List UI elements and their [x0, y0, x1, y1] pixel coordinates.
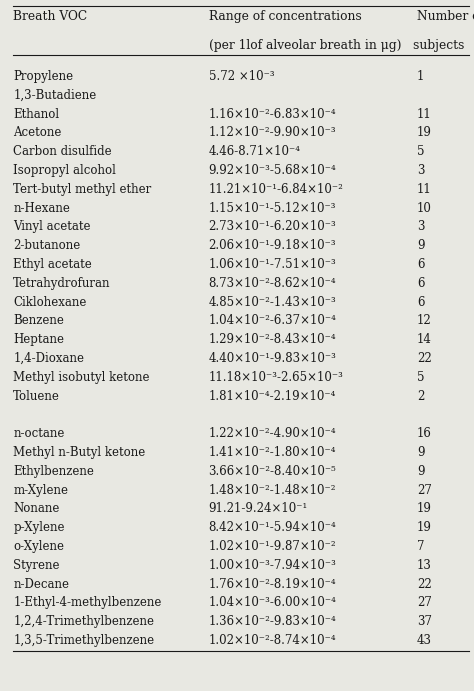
Text: 6: 6 [417, 277, 425, 290]
Text: Range of concentrations: Range of concentrations [209, 10, 361, 23]
Text: 11.21×10⁻¹-6.84×10⁻²: 11.21×10⁻¹-6.84×10⁻² [209, 183, 344, 196]
Text: 14: 14 [417, 333, 432, 346]
Text: n-Hexane: n-Hexane [13, 202, 70, 215]
Text: Heptane: Heptane [13, 333, 64, 346]
Text: Nonane: Nonane [13, 502, 60, 515]
Text: 16: 16 [417, 427, 432, 440]
Text: 1.04×10⁻²-6.37×10⁻⁴: 1.04×10⁻²-6.37×10⁻⁴ [209, 314, 337, 328]
Text: 1: 1 [417, 70, 425, 83]
Text: 1.29×10⁻²-8.43×10⁻⁴: 1.29×10⁻²-8.43×10⁻⁴ [209, 333, 336, 346]
Text: 1,3,5-Trimethylbenzene: 1,3,5-Trimethylbenzene [13, 634, 155, 647]
Text: 1,3-Butadiene: 1,3-Butadiene [13, 89, 97, 102]
Text: 7: 7 [417, 540, 425, 553]
Text: 13: 13 [417, 559, 432, 571]
Text: 6: 6 [417, 258, 425, 271]
Text: Carbon disulfide: Carbon disulfide [13, 145, 112, 158]
Text: 43: 43 [417, 634, 432, 647]
Text: 11.18×10⁻³-2.65×10⁻³: 11.18×10⁻³-2.65×10⁻³ [209, 371, 344, 384]
Text: 1.12×10⁻²-9.90×10⁻³: 1.12×10⁻²-9.90×10⁻³ [209, 126, 336, 140]
Text: Propylene: Propylene [13, 70, 73, 83]
Text: m-Xylene: m-Xylene [13, 484, 68, 497]
Text: 5: 5 [417, 145, 425, 158]
Text: 4.46-8.71×10⁻⁴: 4.46-8.71×10⁻⁴ [209, 145, 301, 158]
Text: 4.85×10⁻²-1.43×10⁻³: 4.85×10⁻²-1.43×10⁻³ [209, 296, 337, 309]
Text: Methyl isobutyl ketone: Methyl isobutyl ketone [13, 371, 150, 384]
Text: 2: 2 [417, 390, 425, 403]
Text: 1,2,4-Trimethylbenzene: 1,2,4-Trimethylbenzene [13, 615, 154, 628]
Text: 3: 3 [417, 220, 425, 234]
Text: o-Xylene: o-Xylene [13, 540, 64, 553]
Text: 1.81×10⁻⁴-2.19×10⁻⁴: 1.81×10⁻⁴-2.19×10⁻⁴ [209, 390, 336, 403]
Text: 19: 19 [417, 126, 432, 140]
Text: 5: 5 [417, 371, 425, 384]
Text: n-octane: n-octane [13, 427, 64, 440]
Text: 37: 37 [417, 615, 432, 628]
Text: 9.92×10⁻³-5.68×10⁻⁴: 9.92×10⁻³-5.68×10⁻⁴ [209, 164, 337, 177]
Text: 1.02×10⁻¹-9.87×10⁻²: 1.02×10⁻¹-9.87×10⁻² [209, 540, 336, 553]
Text: 1-Ethyl-4-methylbenzene: 1-Ethyl-4-methylbenzene [13, 596, 162, 609]
Text: 27: 27 [417, 484, 432, 497]
Text: Toluene: Toluene [13, 390, 60, 403]
Text: 1.15×10⁻¹-5.12×10⁻³: 1.15×10⁻¹-5.12×10⁻³ [209, 202, 336, 215]
Text: Styrene: Styrene [13, 559, 60, 571]
Text: Isopropyl alcohol: Isopropyl alcohol [13, 164, 116, 177]
Text: 3: 3 [417, 164, 425, 177]
Text: 91.21-9.24×10⁻¹: 91.21-9.24×10⁻¹ [209, 502, 308, 515]
Text: Breath VOC: Breath VOC [13, 10, 87, 23]
Text: 9: 9 [417, 239, 425, 252]
Text: 27: 27 [417, 596, 432, 609]
Text: Benzene: Benzene [13, 314, 64, 328]
Text: Ethyl acetate: Ethyl acetate [13, 258, 92, 271]
Text: 4.40×10⁻¹-9.83×10⁻³: 4.40×10⁻¹-9.83×10⁻³ [209, 352, 337, 365]
Text: 10: 10 [417, 202, 432, 215]
Text: Methyl n-Butyl ketone: Methyl n-Butyl ketone [13, 446, 146, 459]
Text: 2.06×10⁻¹-9.18×10⁻³: 2.06×10⁻¹-9.18×10⁻³ [209, 239, 336, 252]
Text: 22: 22 [417, 352, 432, 365]
Text: Number of: Number of [417, 10, 474, 23]
Text: Acetone: Acetone [13, 126, 62, 140]
Text: p-Xylene: p-Xylene [13, 521, 65, 534]
Text: 1.02×10⁻²-8.74×10⁻⁴: 1.02×10⁻²-8.74×10⁻⁴ [209, 634, 336, 647]
Text: Ethylbenzene: Ethylbenzene [13, 465, 94, 477]
Text: 3.66×10⁻²-8.40×10⁻⁵: 3.66×10⁻²-8.40×10⁻⁵ [209, 465, 337, 477]
Text: 8.73×10⁻²-8.62×10⁻⁴: 8.73×10⁻²-8.62×10⁻⁴ [209, 277, 336, 290]
Text: 11: 11 [417, 108, 432, 121]
Text: 5.72 ×10⁻³: 5.72 ×10⁻³ [209, 70, 274, 83]
Text: 1.06×10⁻¹-7.51×10⁻³: 1.06×10⁻¹-7.51×10⁻³ [209, 258, 337, 271]
Text: 22: 22 [417, 578, 432, 591]
Text: Ciklohexane: Ciklohexane [13, 296, 87, 309]
Text: Vinyl acetate: Vinyl acetate [13, 220, 91, 234]
Text: 1.48×10⁻²-1.48×10⁻²: 1.48×10⁻²-1.48×10⁻² [209, 484, 336, 497]
Text: 6: 6 [417, 296, 425, 309]
Text: Tetrahydrofuran: Tetrahydrofuran [13, 277, 111, 290]
Text: 1.04×10⁻³-6.00×10⁻⁴: 1.04×10⁻³-6.00×10⁻⁴ [209, 596, 337, 609]
Text: Tert-butyl methyl ether: Tert-butyl methyl ether [13, 183, 152, 196]
Text: 1.36×10⁻²-9.83×10⁻⁴: 1.36×10⁻²-9.83×10⁻⁴ [209, 615, 337, 628]
Text: 19: 19 [417, 502, 432, 515]
Text: 8.42×10⁻¹-5.94×10⁻⁴: 8.42×10⁻¹-5.94×10⁻⁴ [209, 521, 337, 534]
Text: 9: 9 [417, 446, 425, 459]
Text: 9: 9 [417, 465, 425, 477]
Text: 1.76×10⁻²-8.19×10⁻⁴: 1.76×10⁻²-8.19×10⁻⁴ [209, 578, 336, 591]
Text: 1.00×10⁻³-7.94×10⁻³: 1.00×10⁻³-7.94×10⁻³ [209, 559, 337, 571]
Text: 19: 19 [417, 521, 432, 534]
Text: (per 1lof alveolar breath in μg)   subjects: (per 1lof alveolar breath in μg) subject… [209, 39, 464, 52]
Text: 1,4-Dioxane: 1,4-Dioxane [13, 352, 84, 365]
Text: 1.41×10⁻²-1.80×10⁻⁴: 1.41×10⁻²-1.80×10⁻⁴ [209, 446, 336, 459]
Text: 12: 12 [417, 314, 432, 328]
Text: 2-butanone: 2-butanone [13, 239, 81, 252]
Text: 11: 11 [417, 183, 432, 196]
Text: n-Decane: n-Decane [13, 578, 69, 591]
Text: 2.73×10⁻¹-6.20×10⁻³: 2.73×10⁻¹-6.20×10⁻³ [209, 220, 337, 234]
Text: 1.22×10⁻²-4.90×10⁻⁴: 1.22×10⁻²-4.90×10⁻⁴ [209, 427, 336, 440]
Text: 1.16×10⁻²-6.83×10⁻⁴: 1.16×10⁻²-6.83×10⁻⁴ [209, 108, 336, 121]
Text: Ethanol: Ethanol [13, 108, 59, 121]
